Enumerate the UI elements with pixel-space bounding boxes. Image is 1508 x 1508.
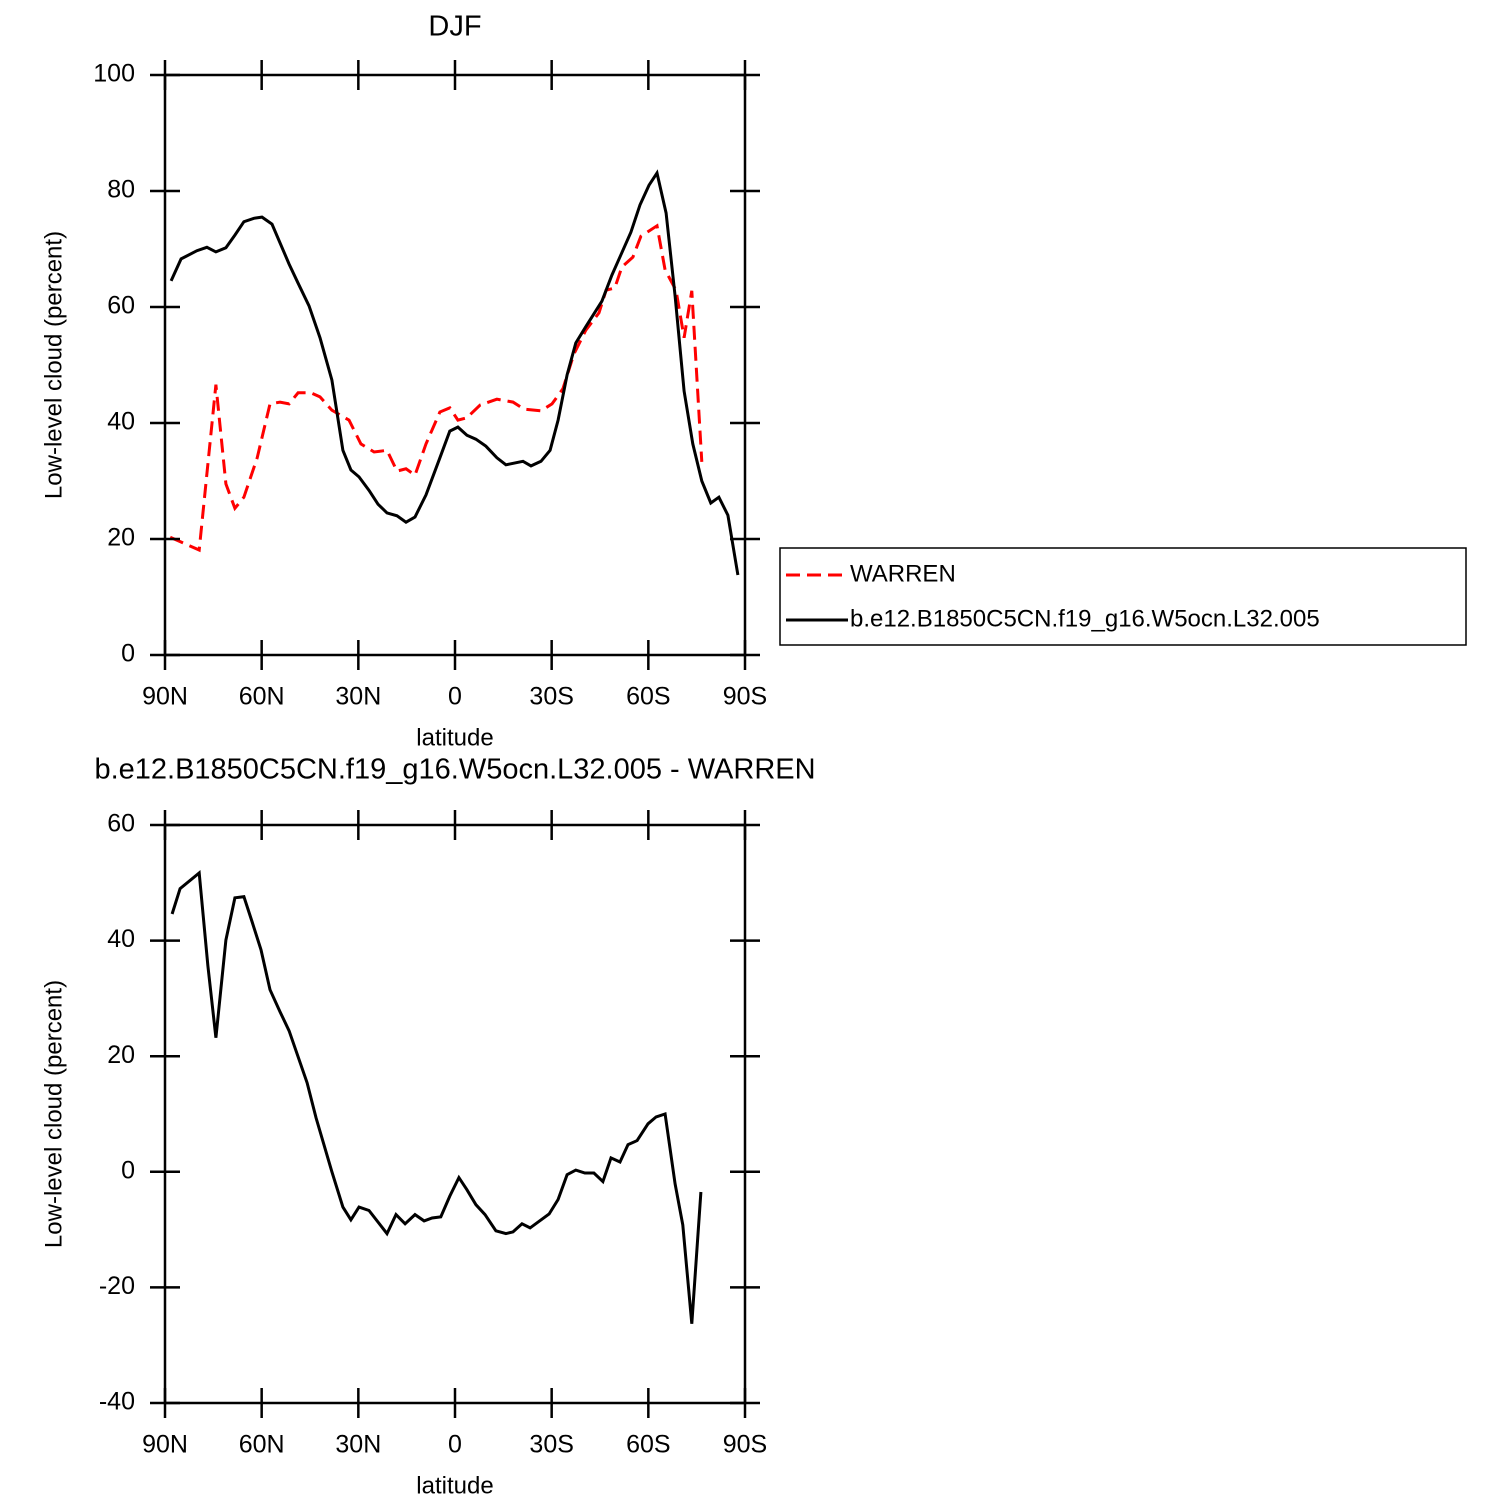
plot-frame bbox=[163, 73, 747, 657]
x-tick-label: 0 bbox=[448, 683, 462, 711]
data-line bbox=[169, 169, 740, 576]
y-tick-label: 0 bbox=[121, 640, 135, 668]
y-tick-label: -40 bbox=[99, 1388, 135, 1416]
x-tick-label: 60N bbox=[239, 683, 285, 711]
y-tick-label: 20 bbox=[107, 524, 135, 552]
legend-label: WARREN bbox=[850, 560, 956, 587]
legend-label: b.e12.B1850C5CN.f19_g16.W5ocn.L32.005 bbox=[850, 605, 1320, 632]
x-tick-label: 60S bbox=[626, 683, 670, 711]
y-tick-label: 0 bbox=[121, 1156, 135, 1184]
y-tick-label: -20 bbox=[99, 1272, 135, 1300]
chart-title: b.e12.B1850C5CN.f19_g16.W5ocn.L32.005 - … bbox=[94, 754, 815, 786]
x-tick-label: 60S bbox=[626, 1431, 670, 1459]
y-axis-label: Low-level cloud (percent) bbox=[40, 231, 67, 499]
data-line bbox=[170, 870, 703, 1324]
x-tick-label: 0 bbox=[448, 1431, 462, 1459]
x-tick-label: 90S bbox=[723, 683, 767, 711]
x-tick-label: 90N bbox=[142, 683, 188, 711]
y-tick-label: 60 bbox=[107, 810, 135, 838]
x-axis-label: latitude bbox=[416, 724, 493, 751]
x-tick-label: 90N bbox=[142, 1431, 188, 1459]
y-tick-label: 100 bbox=[93, 60, 135, 88]
y-axis-label: Low-level cloud (percent) bbox=[40, 980, 67, 1248]
data-line bbox=[169, 223, 704, 553]
chart-title: DJF bbox=[428, 11, 481, 43]
x-tick-label: 60N bbox=[239, 1431, 285, 1459]
x-tick-label: 90S bbox=[723, 1431, 767, 1459]
y-tick-label: 80 bbox=[107, 176, 135, 204]
y-tick-label: 40 bbox=[107, 408, 135, 436]
x-tick-label: 30S bbox=[529, 1431, 573, 1459]
plot-frame bbox=[163, 823, 747, 1405]
x-tick-label: 30S bbox=[529, 683, 573, 711]
y-tick-label: 40 bbox=[107, 925, 135, 953]
legend-box bbox=[779, 547, 1467, 646]
y-tick-label: 20 bbox=[107, 1041, 135, 1069]
x-axis-label: latitude bbox=[416, 1472, 493, 1499]
x-tick-label: 30N bbox=[335, 1431, 381, 1459]
x-tick-label: 30N bbox=[335, 683, 381, 711]
y-tick-label: 60 bbox=[107, 292, 135, 320]
